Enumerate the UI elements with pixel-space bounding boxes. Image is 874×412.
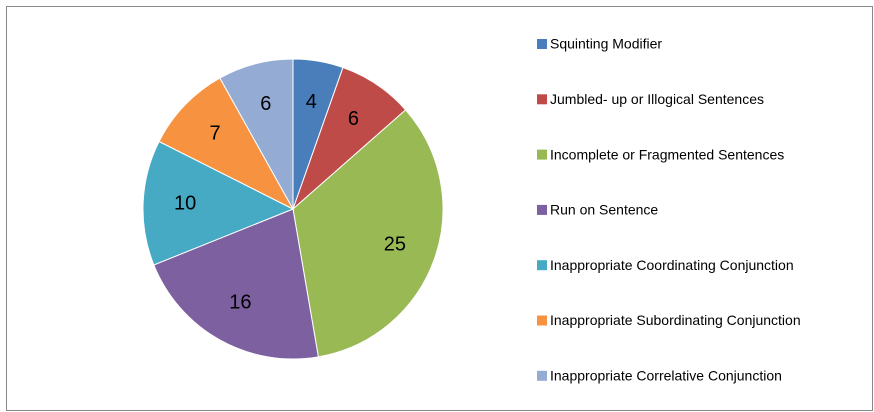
data-label: 25 — [384, 233, 406, 255]
legend-label: Inappropriate Subordinating Conjunction — [550, 312, 801, 328]
legend-swatch — [537, 204, 547, 215]
pie-slice — [158, 77, 295, 211]
data-label: 16 — [229, 292, 251, 314]
data-label: 6 — [348, 108, 359, 130]
legend-swatch — [537, 39, 547, 49]
legend-label: Inappropriate Coordinating Conjunction — [550, 257, 794, 273]
legend-label: Squinting Modifier — [550, 36, 662, 52]
pie-slice — [219, 58, 294, 211]
pie-slice — [153, 208, 319, 360]
legend-swatch — [537, 315, 547, 326]
legend-label: Inappropriate Correlative Conjunction — [550, 368, 782, 384]
legend-label: Jumbled- up or Illogical Sentences — [550, 91, 764, 107]
legend-swatch — [537, 94, 547, 105]
data-label: 10 — [174, 193, 196, 215]
legend-swatch — [537, 149, 547, 160]
pie-slice — [292, 109, 444, 358]
data-label: 4 — [306, 91, 317, 113]
legend-swatch — [537, 370, 547, 381]
legend-swatch — [537, 260, 547, 271]
data-label: 7 — [209, 123, 220, 145]
data-label: 6 — [260, 93, 271, 115]
legend-label: Incomplete or Fragmented Sentences — [550, 146, 784, 162]
pie-slice — [142, 140, 295, 266]
legend-label: Run on Sentence — [550, 202, 658, 218]
